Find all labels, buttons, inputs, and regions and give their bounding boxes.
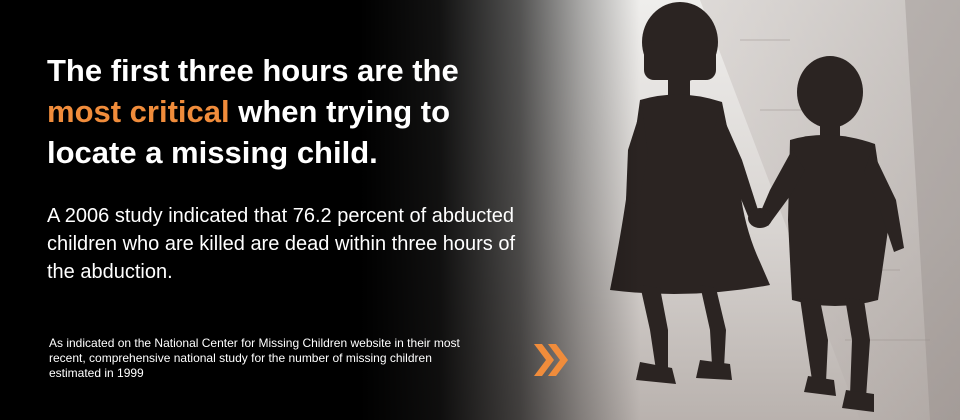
- headline-text-before: The first three hours are the: [47, 53, 459, 88]
- next-slide-button[interactable]: [530, 342, 570, 378]
- headline-text-after: when trying to locate a missing child.: [47, 94, 451, 170]
- double-chevron-right-icon: [534, 344, 568, 376]
- source-note: As indicated on the National Center for …: [49, 336, 460, 380]
- statistic-text: A 2006 study indicated that 76.2 percent…: [47, 205, 516, 283]
- headline: The first three hours are the most criti…: [47, 50, 517, 173]
- headline-highlight: most critical: [47, 94, 230, 129]
